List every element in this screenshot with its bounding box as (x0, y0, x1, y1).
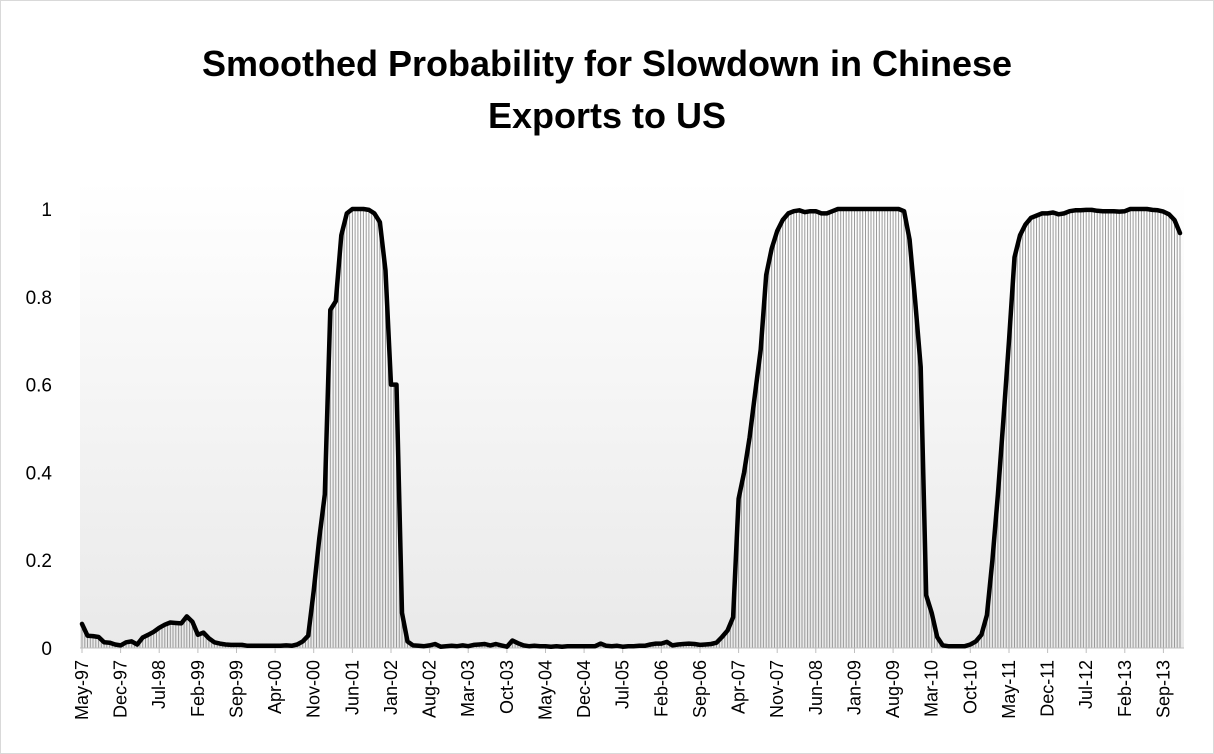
plot-area-background (80, 180, 1184, 648)
x-tick-label: Aug-09 (883, 660, 903, 718)
x-tick-label: Apr-00 (265, 660, 285, 714)
x-tick-label: Sep-13 (1153, 660, 1173, 718)
y-tick-label: 0.8 (26, 288, 52, 309)
x-tick-label: Oct-03 (497, 660, 517, 714)
x-tick-label: May-04 (536, 660, 556, 720)
y-tick-label: 0.4 (26, 463, 53, 484)
x-tick-label: Jul-05 (613, 660, 633, 709)
x-tick-label: Nov-00 (304, 660, 324, 718)
x-axis: May-97 Dec-97 Jul-98 Feb-99 Sep-99 Apr-00 Nov-… (72, 648, 1173, 720)
x-tick-label: Sep-99 (227, 660, 247, 718)
x-tick-label: Jul-12 (1076, 660, 1096, 709)
x-tick-label: Mar-03 (458, 660, 478, 717)
x-tick-label: Jan-09 (845, 660, 865, 715)
x-tick-label: Sep-06 (690, 660, 710, 718)
x-tick-label: Dec-97 (111, 660, 131, 718)
chart-title-line-2: Exports to US (487, 95, 727, 136)
x-tick-label: Jan-02 (381, 660, 401, 715)
chart-title: Smoothed Probability for Slowdown in Chi… (0, 38, 1214, 142)
series-line (79, 206, 1183, 649)
area-series (81, 209, 1181, 648)
x-tick-label: Feb-13 (1115, 660, 1135, 717)
x-tick-label: Jun-01 (342, 660, 362, 715)
y-tick-label: 0 (41, 639, 52, 660)
x-tick-label: Feb-99 (188, 660, 208, 717)
chart-title-line-1: Smoothed Probability for Slowdown in Chi… (201, 43, 1013, 84)
x-tick-label: Aug-02 (420, 660, 440, 718)
x-tick-label: May-97 (72, 660, 92, 720)
x-tick-label: Dec-11 (1038, 660, 1058, 717)
x-tick-label: Jun-08 (806, 660, 826, 715)
x-tick-label: Feb-06 (651, 660, 671, 717)
x-tick-label: Mar-10 (922, 660, 942, 717)
x-tick-label: May-11 (999, 660, 1019, 719)
y-tick-label: 0.6 (26, 376, 52, 397)
x-tick-label: Apr-07 (729, 660, 749, 714)
y-tick-label: 1 (41, 200, 52, 221)
y-axis: 0 0.2 0.4 0.6 0.8 1 (26, 200, 53, 660)
x-tick-label: Dec-04 (574, 660, 594, 718)
y-tick-label: 0.2 (26, 551, 52, 572)
x-tick-label: Nov-07 (767, 660, 787, 718)
x-tick-label: Jul-98 (149, 660, 169, 709)
x-tick-label: Oct-10 (960, 660, 980, 714)
